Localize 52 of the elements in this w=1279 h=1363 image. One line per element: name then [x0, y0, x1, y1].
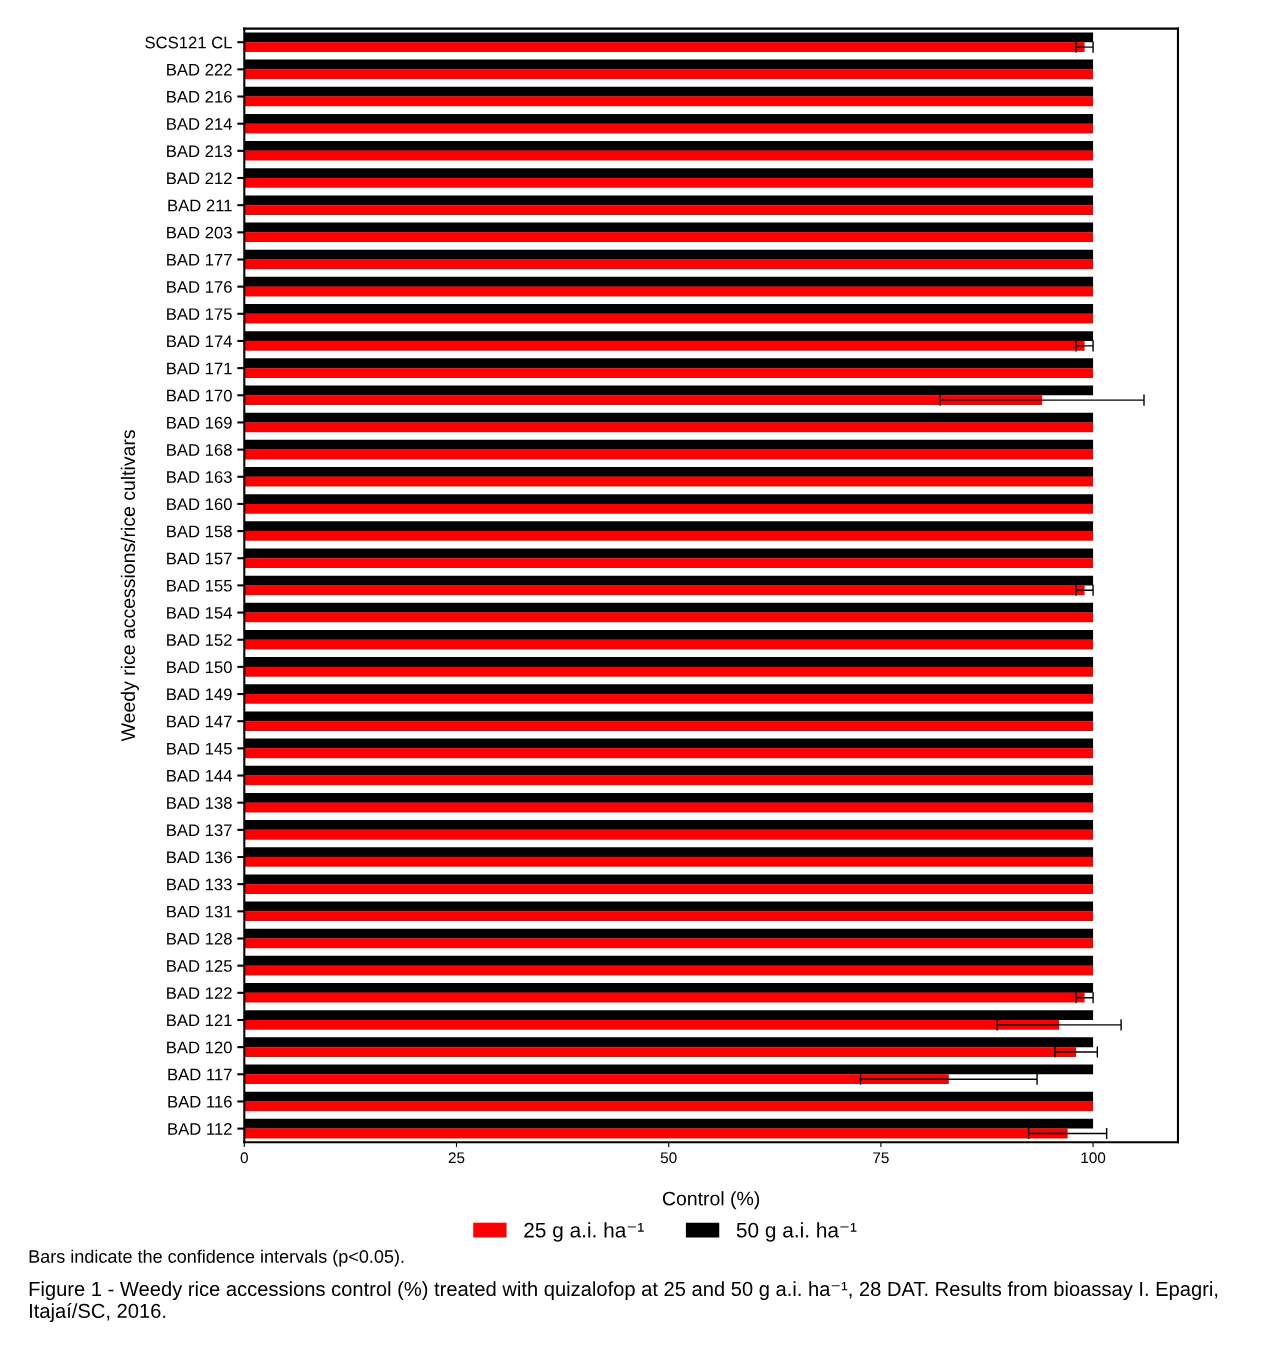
y-tick-label: BAD 147: [167, 715, 232, 728]
y-tick-label: BAD 176: [167, 281, 232, 293]
x-tick-label: 50: [660, 1152, 677, 1164]
y-tick-label: BAD 144: [167, 770, 232, 782]
y-tick-label: BAD 177: [167, 254, 232, 266]
y-tick-label: BAD 137: [167, 824, 232, 837]
y-tick-label: BAD 160: [167, 498, 232, 511]
y-tick-label: BAD 116: [168, 1095, 232, 1108]
y-tick-label: BAD 175: [167, 308, 232, 321]
y-tick-label: BAD 136: [167, 851, 232, 864]
y-tick-label: BAD 212: [167, 172, 232, 185]
y-tick-label: BAD 152: [167, 634, 232, 646]
y-tick-label: BAD 170: [167, 389, 232, 402]
y-tick-label: BAD 155: [167, 579, 232, 592]
y-axis-title: Weedy rice accessions/rice cultivars: [120, 430, 139, 742]
x-tick-label: 25: [448, 1152, 465, 1164]
y-tick-label: BAD 174: [167, 335, 232, 348]
y-tick-label: BAD 121: [167, 1014, 232, 1027]
y-tick-label: BAD 163: [167, 471, 232, 483]
y-tick-label: BAD 117: [168, 1068, 232, 1081]
y-tick-label: BAD 145: [167, 742, 232, 755]
y-tick-label: BAD 149: [167, 688, 232, 701]
text: Bars indicate the confidence intervals (p<0.05).: [29, 1249, 404, 1267]
y-tick-label: BAD 150: [167, 661, 232, 674]
legend-label: 25 g a.i. ha⁻¹: [524, 1222, 644, 1242]
y-tick-label: SCS121 CL: [145, 36, 232, 49]
y-tick-label: BAD 168: [167, 444, 232, 456]
legend-label: 50 g a.i. ha⁻¹: [736, 1222, 857, 1242]
x-tick-label: 100: [1081, 1152, 1106, 1164]
x-tick-label: 75: [873, 1152, 889, 1164]
y-tick-label: BAD 213: [167, 145, 232, 158]
x-tick-label: 0: [240, 1152, 248, 1164]
y-tick-label: BAD 158: [167, 525, 232, 538]
y-tick-label: BAD 216: [167, 90, 232, 103]
y-tick-label: BAD 222: [167, 63, 232, 76]
y-tick-label: BAD 211: [168, 199, 232, 212]
y-tick-label: BAD 138: [167, 797, 232, 809]
y-tick-label: BAD 203: [167, 226, 232, 239]
y-tick-label: BAD 120: [167, 1041, 232, 1054]
y-tick-label: BAD 128: [167, 932, 232, 945]
y-tick-label: BAD 125: [167, 960, 232, 972]
y-tick-label: BAD 154: [167, 607, 232, 619]
y-tick-label: BAD 157: [167, 552, 232, 565]
y-tick-label: BAD 169: [167, 416, 232, 429]
y-tick-label: BAD 131: [167, 905, 232, 918]
y-tick-label: BAD 133: [167, 878, 232, 891]
y-tick-label: BAD 214: [167, 118, 232, 130]
y-tick-label: BAD 112: [168, 1123, 232, 1135]
caption: Figure 1 - Weedy rice accessions control (%) treated with quizalofop at 25 and 50 g a.i. ha⁻¹, 28 DAT. Results from bioassay I. Epagri, Itajaí/SC, 2016.: [29, 1281, 1218, 1323]
x-axis-title: Control (%): [662, 1191, 760, 1210]
y-tick-label: BAD 171: [167, 362, 232, 375]
y-tick-label: BAD 122: [167, 987, 232, 999]
